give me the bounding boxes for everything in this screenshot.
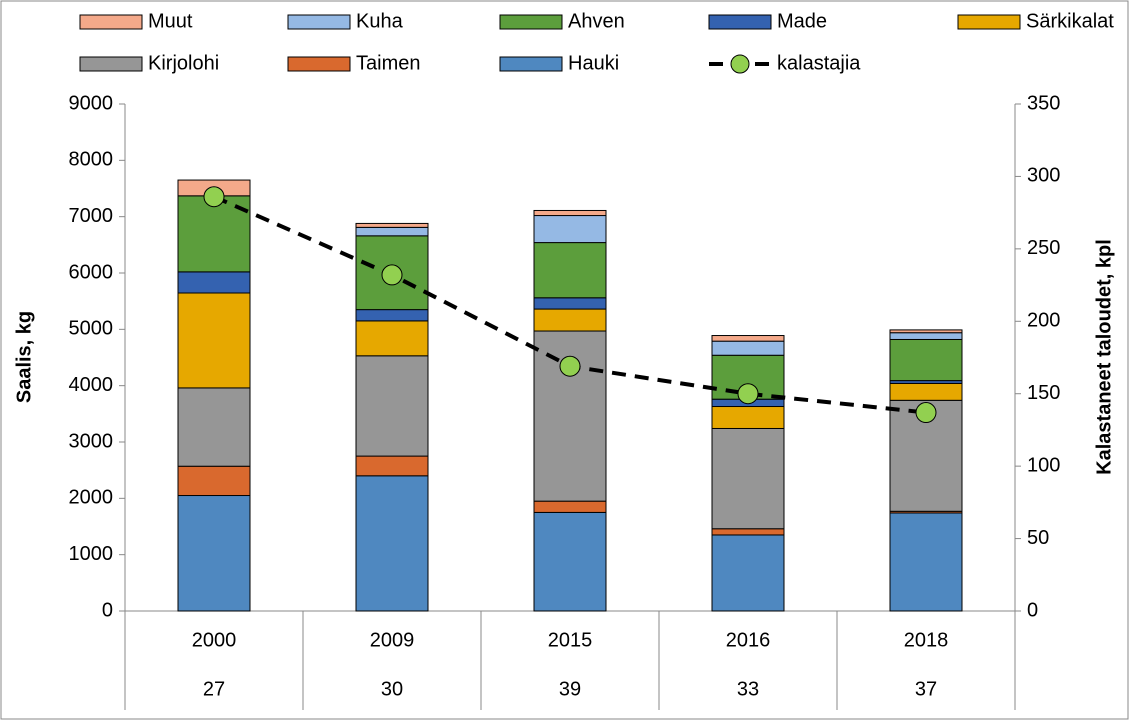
legend-swatch (499, 14, 563, 30)
bar-segment (177, 271, 251, 294)
legend-label: Muut (148, 10, 193, 32)
legend-swatch (957, 14, 1021, 30)
bar-segment (711, 406, 785, 429)
y-tick-label: 4000 (69, 374, 114, 396)
y-tick-label: 2000 (69, 487, 114, 509)
y2-axis-title: Kalastaneet taloudet, kpl (1093, 239, 1115, 475)
bar-segment (711, 427, 785, 530)
y-tick-label: 5000 (69, 318, 114, 340)
x-sublabel: 39 (559, 678, 581, 700)
bar-segment (533, 500, 607, 513)
y2-tick-label: 200 (1027, 310, 1060, 332)
line-marker (203, 186, 225, 208)
bar-segment (533, 511, 607, 612)
y-axis-title: Saalis, kg (13, 311, 35, 403)
bar-segment (355, 309, 429, 322)
y-tick-label: 6000 (69, 261, 114, 283)
line-marker (737, 383, 759, 405)
bar-segment (177, 465, 251, 497)
y2-tick-label: 350 (1027, 92, 1060, 114)
legend-swatch (499, 56, 563, 72)
bar-segment (533, 308, 607, 332)
y2-tick-label: 300 (1027, 165, 1060, 187)
bar-segment (711, 335, 785, 342)
bar-segment (533, 209, 607, 217)
y2-tick-label: 250 (1027, 237, 1060, 259)
bar-segment (889, 382, 963, 401)
y2-tick-label: 100 (1027, 454, 1060, 476)
y-tick-label: 9000 (69, 92, 114, 114)
y-tick-label: 8000 (69, 149, 114, 171)
bar-segment (889, 329, 963, 334)
legend-swatch (287, 56, 351, 72)
bar-segment (711, 340, 785, 356)
bar-segment (355, 226, 429, 237)
line-marker (381, 264, 403, 286)
legend-label: Taimen (356, 52, 420, 74)
y-tick-label: 1000 (69, 543, 114, 565)
bar-segment (177, 292, 251, 389)
legend-swatch (708, 14, 772, 30)
bar-segment (889, 399, 963, 512)
y2-tick-label: 50 (1027, 527, 1049, 549)
y2-tick-label: 150 (1027, 382, 1060, 404)
x-sublabel: 27 (203, 678, 225, 700)
x-tick-label: 2000 (192, 629, 237, 651)
legend-label: Hauki (568, 52, 619, 74)
bar-segment (355, 355, 429, 457)
bar-segment (889, 332, 963, 340)
bar-segment (711, 528, 785, 536)
x-sublabel: 30 (381, 678, 403, 700)
bar-segment (889, 512, 963, 612)
y-tick-label: 0 (102, 599, 113, 621)
x-tick-label: 2016 (726, 629, 771, 651)
y-tick-label: 3000 (69, 430, 114, 452)
bar-segment (533, 242, 607, 299)
legend-label: Kuha (356, 10, 404, 32)
bar-segment (533, 215, 607, 244)
legend-swatch (287, 14, 351, 30)
bar-segment (711, 534, 785, 612)
legend-swatch (79, 14, 143, 30)
bar-segment (177, 387, 251, 467)
legend-swatch (79, 56, 143, 72)
line-marker (915, 402, 937, 424)
bar-segment (177, 495, 251, 612)
legend-label: Made (777, 10, 827, 32)
bar-segment (355, 320, 429, 357)
legend-marker (730, 54, 750, 74)
bar-segment (355, 475, 429, 612)
line-marker (559, 355, 581, 377)
x-sublabel: 33 (737, 678, 759, 700)
x-tick-label: 2015 (548, 629, 593, 651)
bar-segment (889, 338, 963, 382)
bar-segment (533, 330, 607, 502)
legend-label: Ahven (568, 10, 625, 32)
bar-segment (355, 222, 429, 228)
y-tick-label: 7000 (69, 205, 114, 227)
x-sublabel: 37 (915, 678, 937, 700)
legend-label: Särkikalat (1026, 10, 1114, 32)
bar-segment (355, 455, 429, 477)
x-tick-label: 2009 (370, 629, 415, 651)
y2-tick-label: 0 (1027, 599, 1038, 621)
legend-label: kalastajia (777, 52, 861, 74)
x-tick-label: 2018 (904, 629, 949, 651)
bar-segment (533, 297, 607, 310)
legend-label: Kirjolohi (148, 52, 219, 74)
